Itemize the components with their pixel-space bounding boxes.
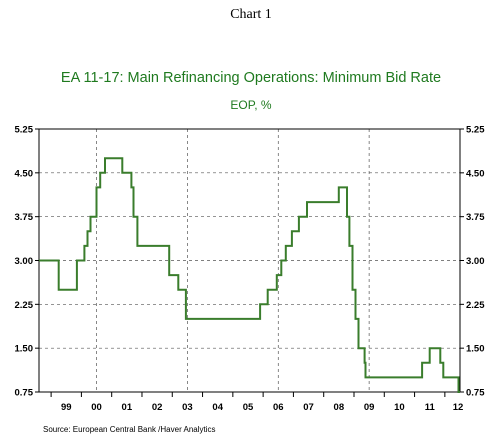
x-tick-label: 11 <box>425 402 436 413</box>
y-tick-label-left: 5.25 <box>15 125 34 136</box>
x-axis-ticks: 99 00 01 02 03 04 05 06 07 08 09 10 11 12 <box>50 392 464 413</box>
y-tick-label-right: 2.25 <box>466 300 485 311</box>
y-tick-label-right: 0.75 <box>466 388 485 399</box>
y-tick-label-right: 4.50 <box>466 168 485 179</box>
y-tick-label-left: 3.75 <box>15 212 34 223</box>
chart-label: Chart 1 <box>230 7 272 22</box>
y-axis-ticks: 0.75 0.75 1.50 1.50 2.25 2.25 3.00 3.00 3.75 3.75… <box>15 125 486 399</box>
x-tick-label: 10 <box>394 402 405 413</box>
x-tick-label: 01 <box>122 402 133 413</box>
y-tick-label-left: 3.00 <box>15 256 34 267</box>
y-tick-label-left: 0.75 <box>15 388 34 399</box>
y-tick-label-left: 2.25 <box>15 300 34 311</box>
series-layer <box>39 157 460 393</box>
y-tick-label-right: 5.25 <box>466 125 485 136</box>
x-tick-label: 06 <box>273 402 284 413</box>
y-tick-label-left: 1.50 <box>15 344 34 355</box>
grid-lines <box>39 129 460 392</box>
x-tick-label: 08 <box>334 402 345 413</box>
y-tick-label-left: 4.50 <box>15 168 34 179</box>
x-tick-label: 04 <box>212 402 223 413</box>
x-tick-label: 09 <box>364 402 375 413</box>
x-tick-label: 05 <box>243 402 254 413</box>
y-tick-label-right: 3.00 <box>466 256 485 267</box>
source-note: Source: European Central Bank /Haver Ana… <box>43 425 216 434</box>
chart-subtitle: EOP, % <box>230 98 271 112</box>
series-line-min-bid-rate <box>39 157 460 393</box>
x-tick-label: 99 <box>61 402 72 413</box>
x-tick-label: 12 <box>453 402 464 413</box>
x-tick-label: 02 <box>152 402 163 413</box>
chart-title: EA 11-17: Main Refinancing Operations: M… <box>61 70 441 86</box>
x-tick-label: 00 <box>91 402 102 413</box>
x-tick-label: 03 <box>182 402 193 413</box>
y-tick-label-right: 1.50 <box>466 344 485 355</box>
x-tick-label: 07 <box>303 402 314 413</box>
y-tick-label-right: 3.75 <box>466 212 485 223</box>
